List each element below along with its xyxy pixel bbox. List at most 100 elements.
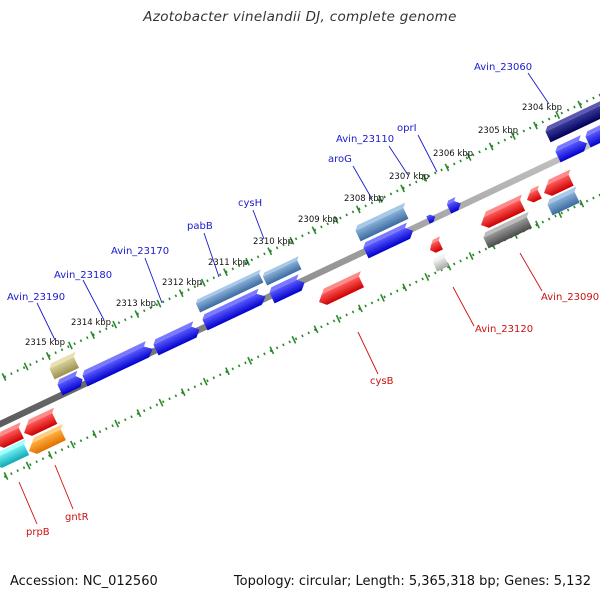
tick-mark [533,121,538,130]
gene-arrow-cys-b [319,271,365,305]
gene-label-cys-b: cysB [370,376,394,387]
gene-arrow-cys-h-blue [269,274,305,304]
tick-mark [378,194,383,203]
gene-arrow-avin-23120 [432,252,449,272]
tick-mark [400,184,406,193]
tick-mark [313,325,319,334]
tick-mark [112,320,118,329]
tick-mark [200,278,206,287]
tick-mark [357,304,363,313]
tick-mark [291,335,297,344]
kbp-label: 2312 kbp [162,278,202,288]
tick-mark [69,440,75,449]
gene-arrow-avin-23170 [153,321,200,356]
tick-mark [577,100,583,109]
tick-mark [225,367,230,376]
gene-arrow-red-small-right [527,185,542,203]
kbp-label: 2313 kbp [116,299,156,309]
tick-mark [510,132,516,140]
tick-mark [466,152,472,161]
gene-label-avin-23190: Avin_23190 [7,292,65,303]
tick-mark [555,111,561,120]
kbp-labels: 2304 kbp 2305 kbp 2306 kbp 2307 kbp 2308… [25,103,562,348]
forward-genes [49,100,600,396]
gene-arrow-red-left-2 [24,407,58,436]
gene-label-avin-23120: Avin_23120 [475,324,533,335]
gene-arrow-cys-h [262,256,302,286]
gene-arrow-red-left-1 [0,422,24,448]
tick-mark [178,289,184,298]
gene-arrow-red-mid [481,194,526,228]
tick-mark [267,247,273,256]
tick-mark [247,356,253,365]
kbp-label: 2314 kbp [71,318,111,328]
gene-arrow-avin-23110 [363,222,413,259]
kbp-label: 2306 kbp [433,149,473,159]
gene-arrow-blue-pab [202,288,266,331]
gene-label-opri: oprI [397,123,417,134]
tick-mark [92,430,98,439]
tick-mark [335,314,341,323]
gene-arrow-avin-23190 [49,351,79,380]
tick-mark [90,331,96,340]
gene-arrow-avin-23120-red [430,236,443,253]
gene-arrow-avin-23090 [547,186,580,216]
tick-mark [45,352,51,361]
gene-arrow-oprl [426,214,436,224]
tick-mark [579,199,585,208]
kbp-label: 2308 kbp [344,194,384,204]
kbp-label: 2310 kbp [253,237,293,247]
tick-mark [333,215,339,224]
gene-label-avin-23090: Avin_23090 [541,292,599,303]
tick-mark [23,362,29,371]
tick-mark [223,268,228,277]
tick-mark [136,409,142,418]
kbp-label: 2305 kbp [478,126,518,136]
tick-mark [158,398,164,407]
gene-label-aro-g: aroG [328,154,352,165]
tick-mark [180,388,186,397]
gene-arrow-small-blue [446,197,461,214]
gene-arrow-right-edge [585,122,600,148]
gene-arrow-red-top-right [544,169,574,196]
tick-mark [289,236,295,245]
gene-labels-forward: Avin_23060 oprI Avin_23110 aroG cysH pab… [7,62,532,303]
leader-lines [18,72,550,525]
gene-label-avin-23170: Avin_23170 [111,246,169,257]
tick-mark [25,461,31,470]
tick-mark [380,293,385,302]
gene-label-avin-23110: Avin_23110 [336,134,394,145]
tick-mark [424,272,430,281]
map-title: Azotobacter vinelandii DJ, complete geno… [143,9,457,25]
tick-mark [535,220,540,229]
tick-mark [402,283,408,292]
gene-label-gnt-r: gntR [65,512,89,523]
kbp-label: 2307 kbp [389,172,429,182]
gene-label-avin-23060: Avin_23060 [474,62,532,73]
accession-text: Accession: NC_012560 [10,574,158,589]
gene-arrow-aro-g [355,202,409,242]
ticks-outer [1,100,583,381]
tick-mark [3,472,9,480]
gene-arrow-pab-b [195,269,264,313]
tick-mark [114,419,120,428]
kbp-label: 2309 kbp [298,215,338,225]
tick-mark [1,373,7,381]
tick-mark [47,451,53,460]
gene-label-cys-h: cysH [238,198,262,209]
gene-arrow-gray [483,211,532,249]
tick-mark [488,142,494,151]
tick-mark [311,226,317,235]
kbp-label: 2315 kbp [25,338,65,348]
gene-label-pab-b: pabB [187,221,213,232]
tick-mark [156,299,162,308]
tick-mark [468,252,474,260]
tick-mark [202,377,208,386]
reverse-genes [0,169,580,468]
gene-labels-reverse: Avin_23090 Avin_23120 cysB gntR prpB [26,292,599,538]
kbp-label: 2311 kbp [208,258,248,268]
tick-mark [444,163,450,172]
ticks-inner [3,199,585,480]
gene-arrow-avin-23180 [82,341,153,387]
